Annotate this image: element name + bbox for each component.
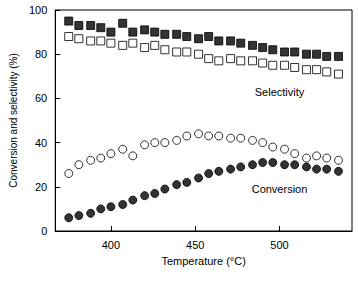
svg-text:Conversion and selectivity (%): Conversion and selectivity (%)	[8, 53, 19, 188]
svg-text:20: 20	[35, 181, 47, 193]
svg-text:100: 100	[29, 4, 47, 16]
svg-text:Conversion: Conversion	[252, 183, 308, 195]
svg-text:80: 80	[35, 48, 47, 60]
svg-text:500: 500	[270, 239, 288, 251]
svg-text:450: 450	[186, 239, 204, 251]
svg-text:400: 400	[102, 239, 120, 251]
svg-text:0: 0	[41, 225, 47, 237]
svg-text:40: 40	[35, 137, 47, 149]
svg-text:Temperature (°C): Temperature (°C)	[161, 255, 245, 267]
svg-text:60: 60	[35, 92, 47, 104]
svg-text:Selectivity: Selectivity	[255, 86, 305, 98]
